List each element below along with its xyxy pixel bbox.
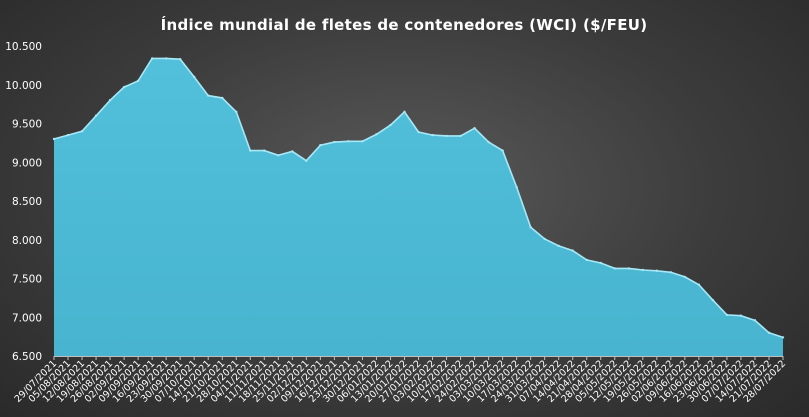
- data-point: [697, 283, 701, 286]
- data-point: [417, 130, 420, 134]
- y-tick-label: 7.000: [12, 312, 42, 324]
- data-point: [235, 110, 238, 114]
- data-point: [305, 159, 308, 162]
- data-point: [389, 123, 392, 127]
- y-tick-label: 10.000: [5, 80, 42, 92]
- data-point: [375, 133, 378, 136]
- data-point: [403, 110, 406, 114]
- data-point: [753, 319, 757, 322]
- data-point: [515, 185, 518, 189]
- data-point: [557, 244, 560, 248]
- data-point: [277, 154, 280, 157]
- data-point: [445, 134, 448, 138]
- data-point: [487, 140, 490, 144]
- data-point: [291, 150, 294, 153]
- data-point: [108, 99, 112, 102]
- data-points: [52, 57, 785, 339]
- y-tick-label: 9.500: [12, 119, 42, 131]
- data-point: [319, 144, 322, 147]
- data-point: [529, 226, 532, 229]
- data-point: [781, 336, 785, 339]
- data-point: [263, 149, 266, 152]
- data-point: [599, 261, 602, 265]
- data-point: [136, 79, 140, 83]
- wci-area: [54, 58, 783, 357]
- data-point: [178, 57, 182, 61]
- data-point: [122, 85, 126, 89]
- data-point: [333, 140, 336, 144]
- data-point: [80, 130, 84, 133]
- data-point: [249, 149, 252, 152]
- data-point: [164, 57, 168, 60]
- chart-title: Índice mundial de fletes de contenedores…: [161, 15, 648, 34]
- data-point: [473, 126, 476, 130]
- data-point: [66, 133, 70, 137]
- data-point: [192, 75, 196, 79]
- y-axis-ticks: 6.500 7.000 7.500 8.000 8.500 9.000 9.500 10.00…: [5, 41, 42, 363]
- y-tick-label: 8.000: [12, 235, 42, 247]
- data-point: [627, 267, 630, 270]
- data-point: [94, 114, 98, 117]
- data-point: [669, 271, 673, 274]
- y-tick-label: 7.500: [12, 274, 42, 286]
- data-point: [150, 57, 154, 60]
- plot-area: [52, 57, 785, 357]
- y-tick-label: 8.500: [12, 196, 42, 208]
- data-point: [347, 140, 350, 143]
- data-point: [207, 94, 210, 97]
- data-point: [683, 275, 687, 279]
- data-point: [585, 258, 588, 262]
- y-tick-label: 6.500: [12, 351, 42, 363]
- data-point: [711, 299, 715, 302]
- data-point: [361, 140, 364, 143]
- data-point: [431, 133, 434, 137]
- data-point: [52, 137, 56, 141]
- y-tick-label: 10.500: [5, 41, 42, 53]
- data-point: [543, 237, 546, 241]
- data-point: [221, 96, 224, 100]
- x-axis-ticks: 29/07/202105/08/202112/08/202119/08/2021…: [13, 356, 788, 405]
- data-point: [739, 314, 743, 317]
- y-tick-label: 9.000: [12, 157, 42, 169]
- data-point: [725, 313, 729, 317]
- data-point: [641, 268, 645, 272]
- data-point: [501, 149, 504, 152]
- data-point: [459, 134, 462, 138]
- data-point: [767, 331, 771, 334]
- data-point: [613, 267, 616, 270]
- data-point: [655, 269, 659, 272]
- data-point: [571, 249, 574, 252]
